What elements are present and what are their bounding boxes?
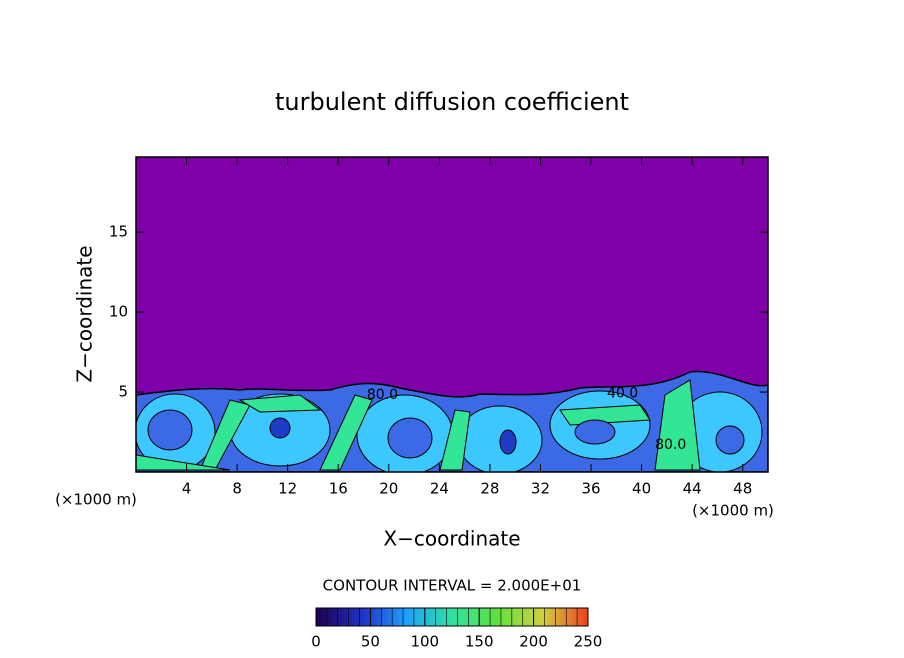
y-tick-label: 15 xyxy=(109,223,128,241)
x-tick-label: 40 xyxy=(632,480,651,498)
x-tick-label: 12 xyxy=(278,480,297,498)
colorbar-tick-label: 150 xyxy=(465,633,494,651)
colorbar xyxy=(315,607,589,627)
contour-field xyxy=(136,370,768,472)
x-tick-label: 44 xyxy=(683,480,702,498)
x-tick-label: 4 xyxy=(182,480,192,498)
x-tick-label: 16 xyxy=(329,480,348,498)
x-axis-label: X−coordinate xyxy=(383,527,520,551)
x-tick-label: 20 xyxy=(379,480,398,498)
colorbar-tick-label: 100 xyxy=(410,633,439,651)
x-tick-label: 48 xyxy=(733,480,752,498)
x-tick-label: 24 xyxy=(430,480,449,498)
y-tick-label: 10 xyxy=(109,303,128,321)
x-tick-label: 28 xyxy=(480,480,499,498)
contour-label: 80.0 xyxy=(367,387,398,403)
y-unit-label: (×1000 m) xyxy=(55,491,137,509)
chart-title: turbulent diffusion coefficient xyxy=(275,88,629,116)
contour-interval: CONTOUR INTERVAL = 2.000E+01 xyxy=(323,577,582,595)
y-axis-label: Z−coordinate xyxy=(73,245,97,382)
contour-label: 40.0 xyxy=(607,386,638,402)
plot-frame xyxy=(135,156,769,473)
y-tick-label: 5 xyxy=(118,383,128,401)
colorbar-tick-label: 50 xyxy=(361,633,380,651)
x-tick-label: 8 xyxy=(232,480,242,498)
x-tick-label: 32 xyxy=(531,480,550,498)
colorbar-tick-label: 250 xyxy=(574,633,603,651)
x-unit-label: (×1000 m) xyxy=(692,502,774,520)
colorbar-tick-label: 0 xyxy=(311,633,321,651)
colorbar-tick-label: 200 xyxy=(519,633,548,651)
x-tick-label: 36 xyxy=(581,480,600,498)
contour-label: 80.0 xyxy=(655,437,686,453)
